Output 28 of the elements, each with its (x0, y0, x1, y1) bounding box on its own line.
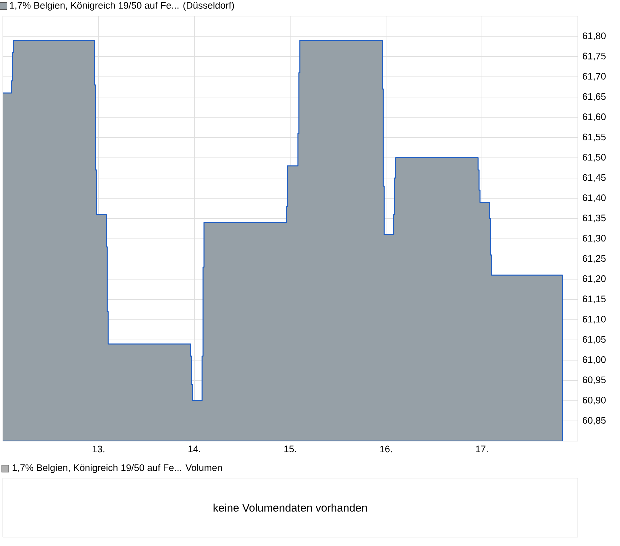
y-tick-label: 61,05 (583, 336, 606, 344)
text: 1,7% Belgien, Königreich 19/50 auf Fe... Volumen (12, 464, 222, 473)
y-tick-label: 61,10 (583, 316, 606, 324)
y-tick-label: 61,25 (583, 255, 606, 263)
y-tick-label: 61,60 (583, 113, 606, 122)
y-tick-label: 60,85 (583, 417, 606, 425)
y-tick-label: 61,50 (583, 154, 606, 162)
y-tick-label: 61,30 (583, 234, 606, 243)
x-tick-label: 13. (92, 446, 105, 452)
y-tick-label: 61,40 (583, 194, 606, 202)
text: 1,7% Belgien, Königreich 19/50 auf Fe... (Düsseldorf) (10, 2, 234, 11)
y-tick-label: 61,00 (583, 356, 606, 364)
y-tick-label: 61,70 (583, 72, 606, 81)
y-tick-label: 61,80 (583, 32, 606, 40)
text: keine Volumendaten vorhanden (214, 504, 368, 512)
y-tick-label: 61,35 (583, 214, 606, 223)
y-tick-label: 61,20 (583, 275, 606, 284)
y-tick-label: 61,45 (583, 174, 606, 182)
x-tick-label: 16. (380, 446, 392, 452)
y-tick-label: 61,75 (583, 52, 606, 61)
x-tick-label: 15. (284, 446, 296, 452)
y-tick-label: 60,95 (583, 376, 606, 384)
x-tick-label: 14. (188, 446, 200, 452)
y-tick-label: 61,65 (583, 93, 606, 102)
x-tick-label: 17. (476, 446, 488, 452)
y-tick-label: 61,15 (583, 296, 606, 304)
y-tick-label: 61,55 (583, 134, 606, 142)
y-tick-label: 60,90 (583, 396, 606, 405)
